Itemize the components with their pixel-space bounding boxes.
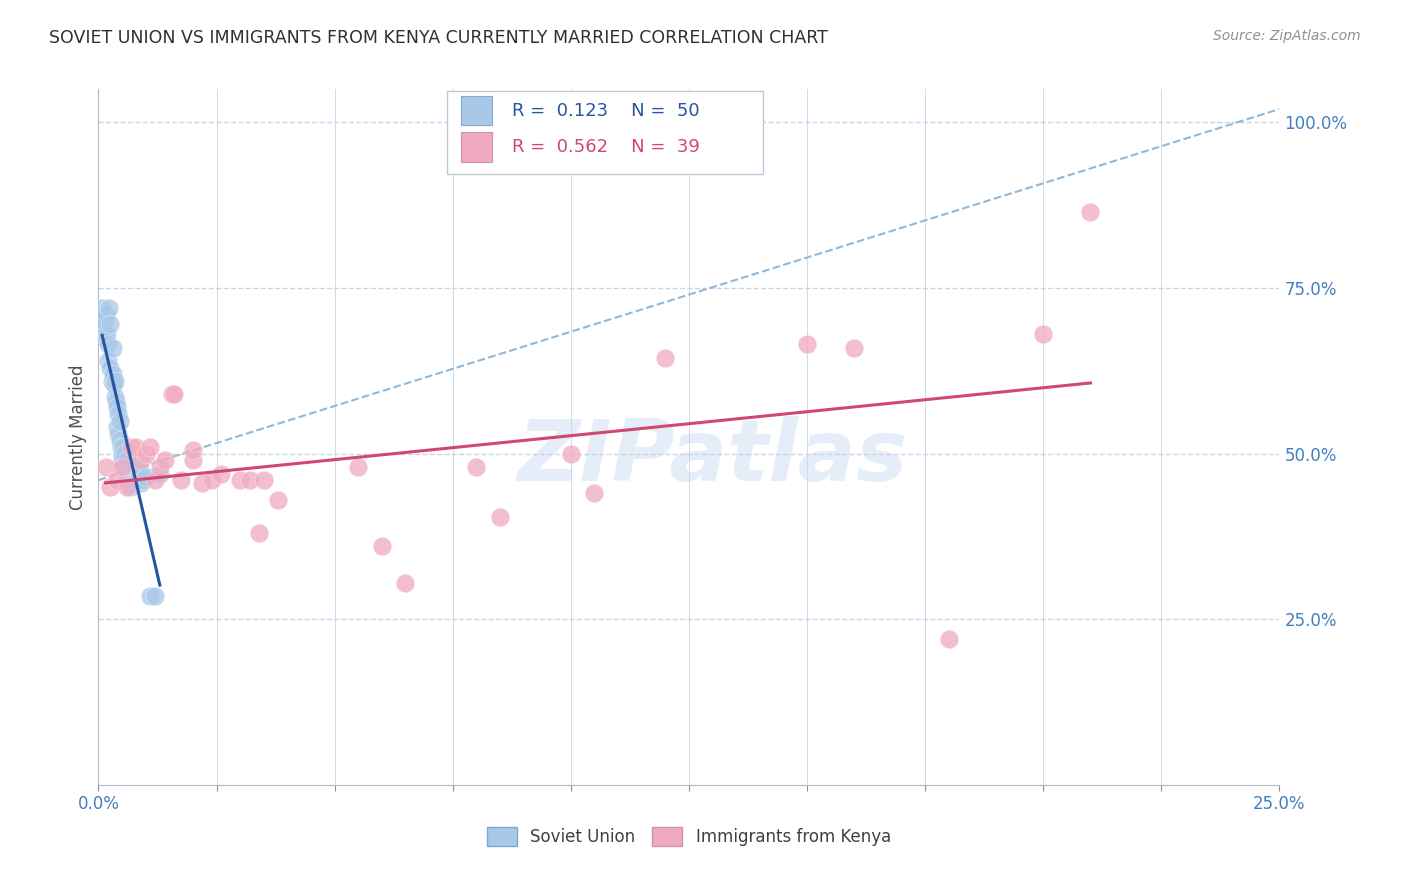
Point (239, 473, 262, 487)
Point (129, 476, 152, 491)
Point (104, 390, 127, 404)
Text: R =  0.123    N =  50: R = 0.123 N = 50 (512, 102, 699, 120)
Point (94, 308, 117, 322)
Point (115, 470, 138, 484)
Point (129, 463, 152, 477)
Point (97, 301, 120, 315)
Point (101, 341, 124, 355)
Point (120, 480, 142, 494)
Point (489, 509, 512, 524)
Point (181, 453, 204, 467)
Point (191, 476, 214, 491)
Point (97, 354, 120, 368)
Point (115, 453, 138, 467)
Point (101, 367, 124, 381)
Point (153, 453, 176, 467)
Point (163, 387, 186, 401)
Point (112, 447, 135, 461)
Point (94, 331, 117, 345)
Point (465, 459, 488, 474)
Point (181, 443, 204, 458)
Point (107, 407, 129, 421)
Text: Source: ZipAtlas.com: Source: ZipAtlas.com (1213, 29, 1361, 43)
Point (135, 470, 157, 484)
Point (103, 377, 125, 392)
Point (654, 351, 676, 365)
Point (143, 473, 166, 487)
Y-axis label: Currently Married: Currently Married (69, 364, 87, 510)
Point (105, 420, 128, 434)
Point (128, 467, 150, 481)
Point (121, 473, 143, 487)
Point (93, 314, 115, 328)
Point (122, 459, 145, 474)
Point (105, 401, 128, 415)
Point (121, 440, 143, 454)
Point (98, 318, 121, 332)
Point (111, 459, 134, 474)
Point (135, 447, 157, 461)
Point (115, 480, 138, 494)
Point (118, 476, 141, 491)
Point (98, 480, 121, 494)
Point (127, 473, 149, 487)
Point (124, 470, 146, 484)
Point (100, 374, 122, 388)
Point (347, 459, 370, 474)
Point (371, 540, 394, 554)
Point (149, 467, 172, 481)
Legend: Soviet Union, Immigrants from Kenya: Soviet Union, Immigrants from Kenya (481, 821, 897, 853)
Text: ZIPatlas: ZIPatlas (517, 417, 908, 500)
Point (247, 526, 270, 541)
Point (94, 459, 117, 474)
Text: R =  0.562    N =  39: R = 0.562 N = 39 (512, 138, 700, 156)
Point (560, 447, 582, 461)
Point (105, 473, 128, 487)
Point (125, 463, 148, 477)
Point (170, 473, 193, 487)
Point (105, 393, 128, 408)
Point (132, 473, 155, 487)
Point (267, 493, 290, 508)
Point (91, 301, 114, 315)
Point (1080, 204, 1102, 219)
Point (110, 440, 132, 454)
Point (229, 473, 252, 487)
Point (108, 413, 131, 427)
Point (253, 473, 276, 487)
Point (844, 341, 866, 355)
Point (796, 337, 818, 351)
Point (125, 440, 148, 454)
Point (111, 447, 134, 461)
Point (139, 589, 162, 603)
Point (1032, 327, 1054, 342)
Point (97, 337, 120, 351)
Point (139, 440, 162, 454)
Point (121, 467, 143, 481)
Point (143, 589, 166, 603)
Point (108, 434, 131, 448)
Point (98, 360, 121, 375)
Point (107, 426, 129, 441)
Point (394, 575, 416, 590)
Point (209, 467, 232, 481)
Point (583, 486, 606, 500)
Point (201, 473, 224, 487)
Point (91, 320, 114, 334)
Point (160, 387, 183, 401)
Text: SOVIET UNION VS IMMIGRANTS FROM KENYA CURRENTLY MARRIED CORRELATION CHART: SOVIET UNION VS IMMIGRANTS FROM KENYA CU… (49, 29, 828, 46)
Point (111, 453, 134, 467)
Point (96, 327, 118, 342)
Point (104, 374, 127, 388)
Point (149, 459, 172, 474)
Point (938, 632, 960, 647)
Point (114, 463, 136, 477)
Point (117, 467, 139, 481)
Point (111, 440, 134, 454)
Point (112, 459, 135, 474)
Point (129, 453, 152, 467)
